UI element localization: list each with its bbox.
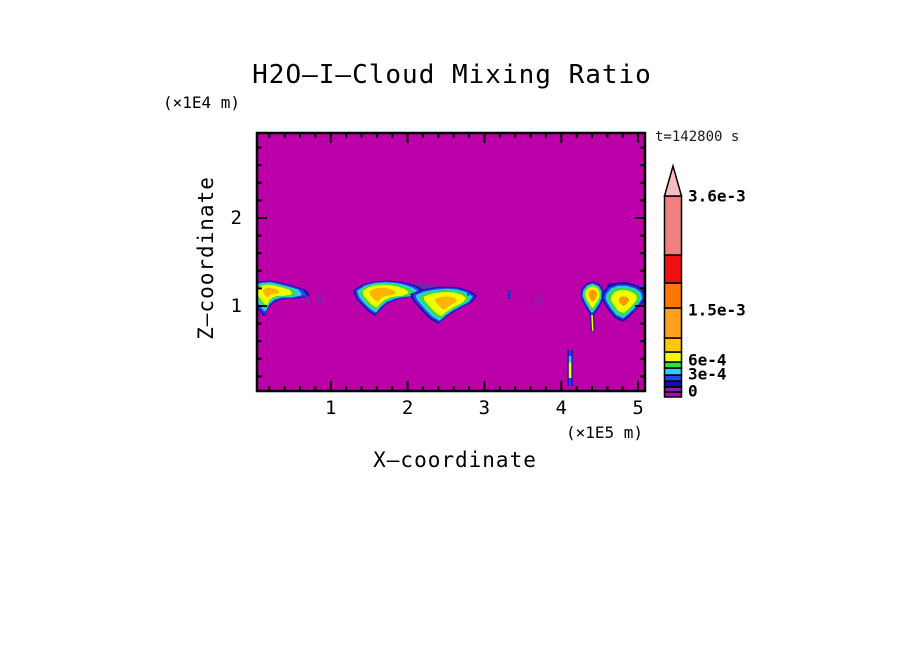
streak-segment — [568, 378, 572, 387]
speck — [537, 294, 541, 306]
plot-background — [257, 133, 645, 391]
cloud-3-contour — [434, 296, 457, 310]
z-tick-label: 2 — [230, 207, 242, 229]
colorbar-band — [663, 254, 683, 284]
colorbar-arrow-tip — [663, 163, 683, 197]
cloud-4-contour — [588, 289, 597, 302]
cloud-4-tail-core — [591, 314, 594, 331]
colorbar-band — [663, 307, 683, 339]
cloud-1-contour — [263, 287, 279, 298]
speck — [507, 290, 511, 300]
z-axis-unit-label: (×1E4 m) — [163, 93, 241, 112]
colorbar-band — [663, 337, 683, 353]
colorbar-band — [663, 374, 683, 382]
plot-frame — [255, 131, 647, 393]
x-tick-label: 4 — [555, 397, 567, 419]
time-annotation: t=142800 s — [655, 129, 740, 145]
colorbar-band — [663, 367, 683, 376]
colorbar-value-label: 3e-4 — [688, 364, 727, 384]
z-tick-label: 1 — [230, 294, 242, 317]
streak-segment — [568, 356, 572, 363]
x-tick-label: 1 — [325, 397, 337, 419]
colorbar-value-label: 3.6e-3 — [688, 186, 746, 206]
speck — [467, 289, 470, 296]
z-axis-title: Z—coordinate — [194, 176, 218, 340]
colorbar-band — [663, 195, 683, 256]
x-axis-unit-label: (×1E5 m) — [566, 423, 644, 442]
colorbar-value-label: 0 — [688, 381, 698, 401]
x-tick-label: 5 — [632, 397, 644, 419]
speck — [317, 293, 321, 304]
colorbar-band — [663, 380, 683, 388]
colorbar-band — [663, 361, 683, 369]
speck — [305, 295, 309, 305]
streak-segment — [568, 349, 572, 357]
cloud-2-contour — [369, 287, 396, 302]
x-axis-title: X—coordinate — [373, 448, 537, 472]
colorbar-value-label: 6e-4 — [688, 350, 727, 370]
colorbar-value-label: 1.5e-3 — [688, 300, 746, 320]
streak-segment — [568, 362, 572, 379]
cloud-layer — [257, 280, 645, 387]
colorbar-band — [663, 282, 683, 309]
x-tick-label: 2 — [401, 397, 414, 419]
cloud-5-contour — [618, 296, 630, 306]
x-tick-label: 3 — [478, 397, 491, 419]
colorbar-band — [663, 351, 683, 363]
chart-title: H2O—I—Cloud Mixing Ratio — [252, 60, 652, 90]
